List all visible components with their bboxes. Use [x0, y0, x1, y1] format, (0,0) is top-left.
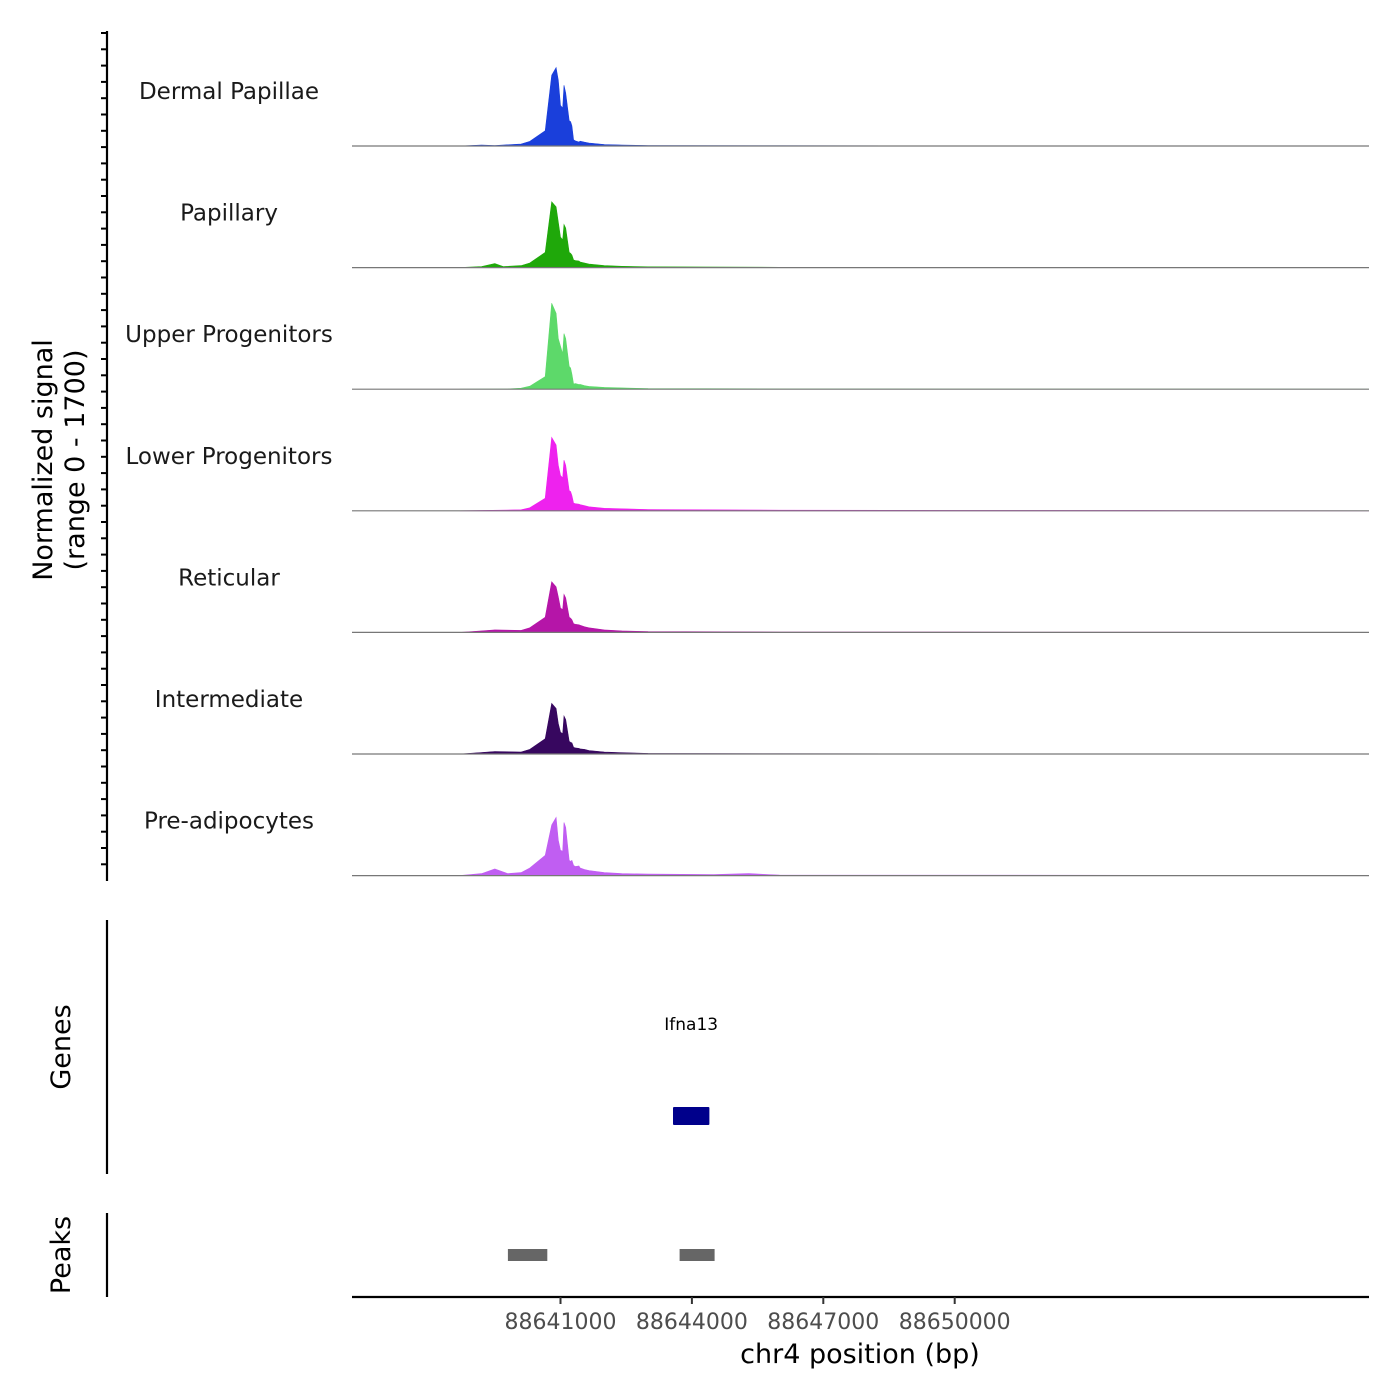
- track-signal-area: [459, 303, 1370, 390]
- track-signal-area: [459, 201, 1370, 268]
- track-upper-progenitors: Upper Progenitors: [125, 303, 1370, 390]
- track-label: Intermediate: [155, 687, 303, 713]
- track-signal-area: [459, 436, 1370, 512]
- track-reticular: Reticular: [178, 565, 1370, 634]
- genes-panel-label: Genes: [46, 1004, 77, 1089]
- track-dermal-papillae: Dermal Papillae: [139, 66, 1370, 147]
- y-axis-title: Normalized signal (range 0 - 1700): [28, 339, 91, 581]
- y-axis-title-line2: (range 0 - 1700): [60, 350, 91, 571]
- track-label: Upper Progenitors: [125, 322, 333, 348]
- peak-region: [679, 1249, 715, 1261]
- peak-region: [507, 1249, 548, 1261]
- track-label: Papillary: [180, 201, 278, 227]
- x-tick-label: 88647000: [767, 1310, 879, 1335]
- track-label: Dermal Papillae: [139, 79, 319, 105]
- track-label: Reticular: [178, 565, 280, 591]
- y-axis-title-line1: Normalized signal: [28, 339, 59, 581]
- x-axis-title: chr4 position (bp): [740, 1339, 980, 1370]
- track-signal-area: [459, 816, 1370, 876]
- peaks-track: [507, 1249, 715, 1261]
- track-intermediate: Intermediate: [155, 687, 1370, 755]
- track-papillary: Papillary: [180, 201, 1370, 269]
- x-tick-label: 88650000: [899, 1310, 1011, 1335]
- x-axis-ticks: 88641000 88644000 88647000 88650000: [505, 1297, 1011, 1335]
- track-label: Pre-adipocytes: [144, 809, 314, 835]
- track-signal-area: [459, 702, 1370, 755]
- gene-label: Ifna13: [664, 1015, 718, 1035]
- peaks-panel-label: Peaks: [46, 1216, 77, 1294]
- coverage-y-ticks: [101, 32, 107, 866]
- x-tick-label: 88644000: [636, 1310, 748, 1335]
- track-signal-area: [459, 66, 1370, 147]
- coverage-tracks: Dermal Papillae Papillary Upper Progenitor…: [125, 66, 1370, 877]
- track-signal-area: [459, 581, 1370, 633]
- x-tick-label: 88641000: [505, 1310, 617, 1335]
- track-label: Lower Progenitors: [126, 444, 333, 470]
- gene-body: [673, 1107, 710, 1125]
- genes-track: Ifna13: [664, 1015, 718, 1125]
- track-lower-progenitors: Lower Progenitors: [126, 436, 1370, 512]
- track-pre-adipocytes: Pre-adipocytes: [144, 809, 1370, 877]
